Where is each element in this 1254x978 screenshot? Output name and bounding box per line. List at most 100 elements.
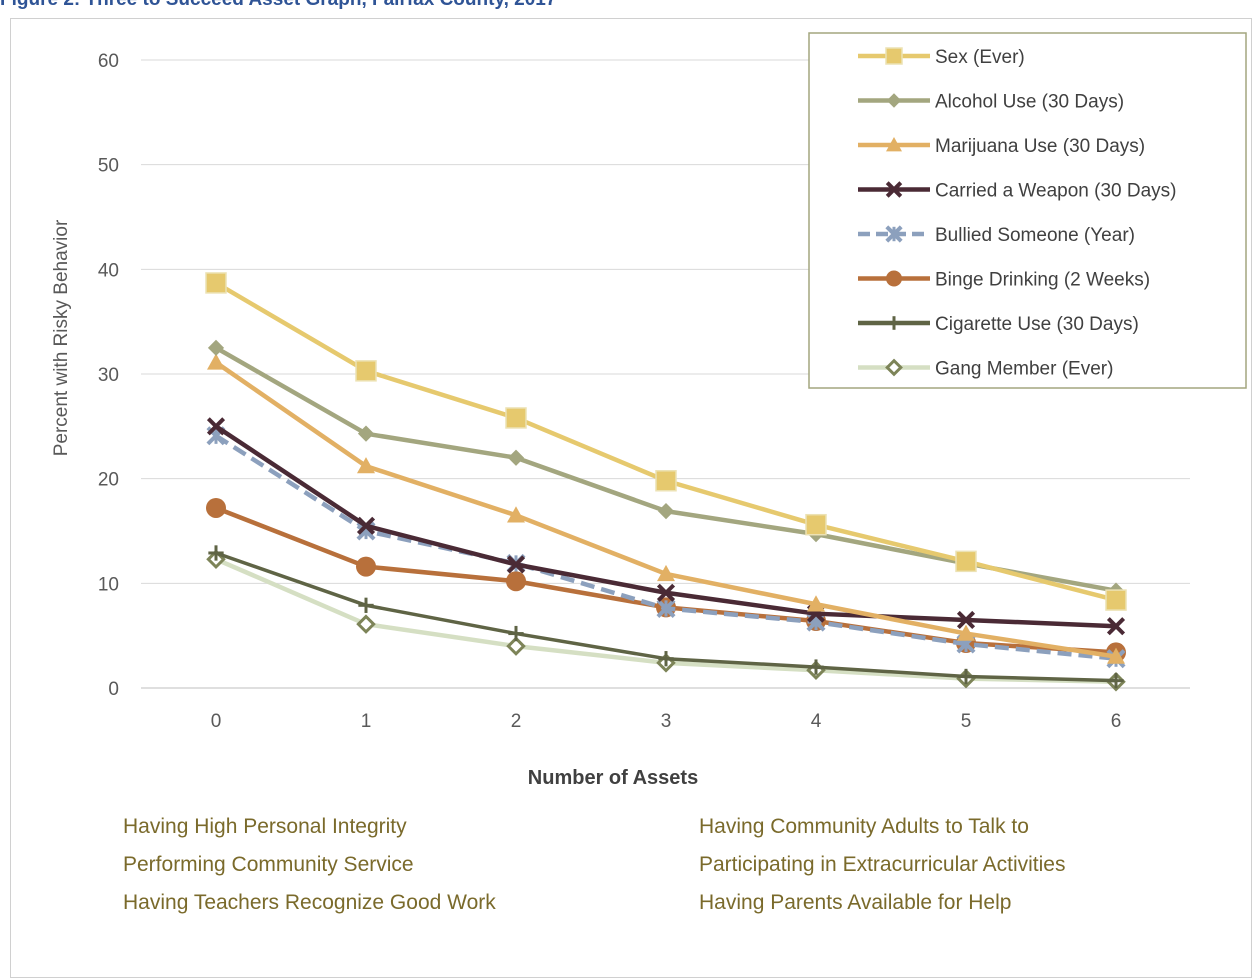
data-point: [886, 137, 902, 152]
x-tick-label: 2: [511, 711, 522, 732]
data-point: [356, 614, 376, 634]
data-point: [956, 610, 976, 630]
data-point: [885, 358, 903, 377]
marker-stroke: [956, 610, 976, 630]
data-point: [885, 225, 903, 243]
x-tick-label: 1: [361, 711, 372, 732]
data-point: [656, 583, 676, 602]
legend: Sex (Ever) Alcohol Use (30 Days) Marijuana…: [808, 32, 1247, 389]
x-tick-label: 0: [211, 711, 222, 732]
marker-stroke: [506, 555, 526, 574]
series-bullied-someone-year: [206, 426, 1126, 669]
y-tick-label: 40: [98, 260, 119, 281]
legend-label: Carried a Weapon (30 Days): [935, 181, 1176, 202]
y-tick-label: 20: [98, 470, 119, 491]
asset-item: Having Parents Available for Help: [699, 891, 1012, 914]
figure-title: Figure 2: Three to Succeed Asset Graph, …: [0, 0, 556, 11]
series-marijuana-use-30-days: [207, 353, 1125, 664]
asset-item: Performing Community Service: [123, 853, 414, 876]
data-point: [506, 571, 526, 592]
data-point: [507, 506, 525, 523]
data-point: [208, 545, 224, 561]
data-point: [1107, 647, 1125, 664]
y-tick-label: 30: [98, 365, 119, 386]
y-axis-ticks: 0 10 20 30 40 50 60: [98, 51, 119, 700]
legend-item: Cigarette Use (30 Days): [858, 314, 1139, 335]
data-point: [206, 497, 226, 518]
data-point: [887, 316, 901, 330]
asset-item: Participating in Extracurricular Activit…: [699, 853, 1066, 876]
legend-item: Bullied Someone (Year): [858, 225, 1135, 246]
legend-label: Sex (Ever): [935, 47, 1025, 68]
y-tick-label: 50: [98, 156, 119, 177]
data-point: [207, 339, 225, 356]
data-point: [1106, 617, 1126, 636]
x-tick-label: 4: [811, 711, 822, 732]
y-tick-label: 60: [98, 51, 119, 72]
data-point: [805, 513, 827, 536]
data-point: [357, 457, 375, 474]
legend-item: Carried a Weapon (30 Days): [858, 181, 1176, 202]
series-group: [205, 272, 1127, 692]
y-axis-title: Percent with Risky Behavior: [51, 219, 72, 456]
legend-item: Alcohol Use (30 Days): [858, 92, 1124, 113]
data-point: [506, 636, 526, 656]
y-tick-label: 10: [98, 574, 119, 595]
legend-label: Gang Member (Ever): [935, 359, 1113, 380]
legend-item: Gang Member (Ever): [858, 359, 1113, 380]
data-point: [206, 417, 226, 436]
data-point: [885, 181, 903, 198]
data-point: [655, 470, 677, 492]
data-point: [958, 668, 974, 685]
y-tick-label: 0: [108, 679, 119, 700]
x-axis-ticks: 0 1 2 3 4 5 6: [211, 711, 1122, 732]
series-cigarette-use-30-days: [208, 545, 1124, 689]
data-point: [656, 598, 676, 618]
data-point: [808, 659, 824, 675]
x-tick-label: 5: [961, 711, 972, 732]
x-tick-label: 3: [661, 711, 672, 732]
data-point: [356, 516, 376, 535]
x-tick-label: 6: [1111, 711, 1122, 732]
data-point: [886, 93, 902, 108]
data-point: [657, 503, 675, 520]
marker-stroke: [206, 417, 226, 436]
legend-item: Sex (Ever): [858, 47, 1025, 68]
legend-label: Cigarette Use (30 Days): [935, 314, 1139, 335]
marker-stroke: [356, 516, 376, 535]
series-carried-a-weapon-30-days: [206, 417, 1126, 636]
series-line: [214, 433, 1117, 661]
legend-box: [808, 32, 1247, 389]
data-point: [357, 425, 375, 442]
x-axis-title: Number of Assets: [528, 767, 698, 789]
data-point: [1108, 673, 1124, 689]
marker-stroke: [885, 181, 903, 198]
legend-label: Marijuana Use (30 Days): [935, 136, 1145, 157]
legend-label: Alcohol Use (30 Days): [935, 92, 1124, 113]
legend-item: Marijuana Use (30 Days): [858, 136, 1145, 157]
data-point: [358, 597, 374, 613]
marker-stroke: [1106, 617, 1126, 636]
legend-label: Binge Drinking (2 Weeks): [935, 270, 1150, 291]
data-point: [657, 564, 675, 582]
data-point: [506, 555, 526, 574]
data-point: [957, 624, 975, 641]
legend-item: Binge Drinking (2 Weeks): [858, 270, 1150, 291]
data-point: [356, 556, 376, 577]
data-point: [505, 407, 527, 429]
data-point: [807, 595, 825, 612]
marker-stroke: [656, 583, 676, 602]
data-point: [205, 272, 227, 294]
data-point: [658, 651, 674, 667]
data-point: [207, 353, 225, 370]
asset-item: Having Community Adults to Talk to: [699, 815, 1029, 838]
data-point: [886, 270, 902, 287]
series-sex-ever: [205, 272, 1127, 611]
data-point: [507, 449, 525, 466]
data-point: [955, 550, 977, 573]
data-point: [885, 47, 903, 65]
legend-label: Bullied Someone (Year): [935, 225, 1135, 246]
asset-item: Having Teachers Recognize Good Work: [123, 891, 496, 914]
data-point: [355, 360, 377, 382]
